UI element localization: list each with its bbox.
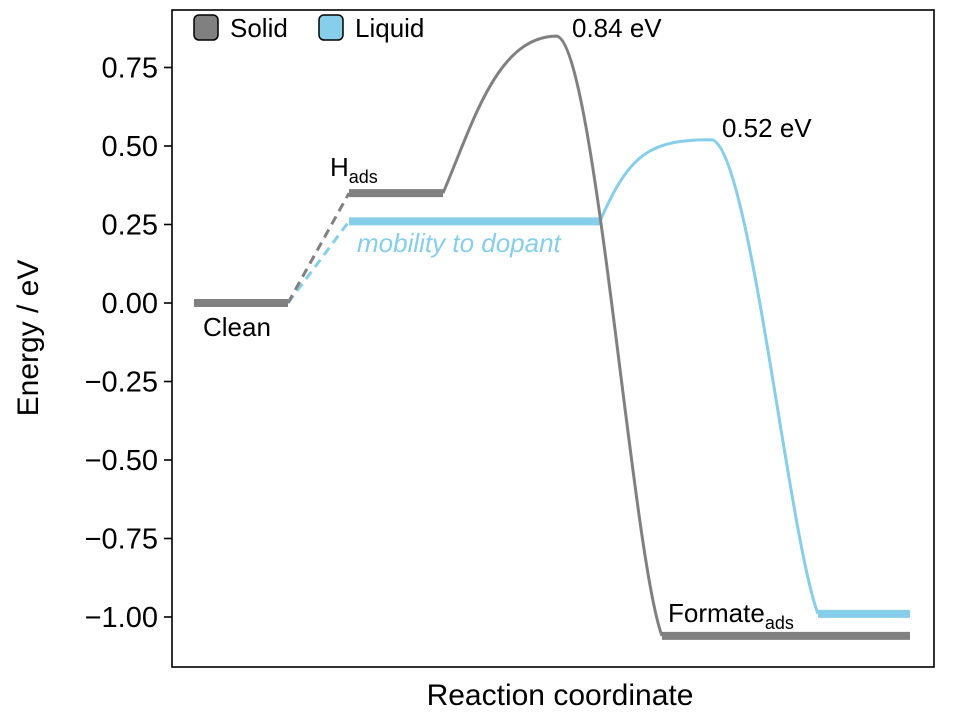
label-formate-main: Formate (668, 598, 765, 628)
y-tick-label: −0.75 (85, 524, 158, 556)
legend-swatch-solid (193, 14, 219, 41)
y-axis-title: Energy / eV (12, 260, 45, 417)
y-tick-label: −0.25 (85, 367, 158, 399)
series-layer (194, 34, 910, 640)
label-solid-barrier: 0.84 eV (572, 13, 662, 43)
y-tick-label: 0.50 (102, 131, 158, 163)
label-formate: Formateads (668, 598, 794, 633)
liquid-transition-dashed (286, 220, 351, 304)
label-hads-sub: ads (349, 167, 378, 187)
y-tick-label: −0.50 (85, 445, 158, 477)
y-tick-label: −1.00 (85, 602, 158, 634)
legend: Solid Liquid (193, 13, 424, 43)
plot-frame (171, 9, 935, 668)
legend-swatch-liquid (318, 14, 344, 41)
label-clean: Clean (203, 312, 271, 342)
label-hads: Hads (330, 152, 378, 187)
solid-transition-dashed (286, 192, 351, 304)
x-axis-title: Reaction coordinate (427, 679, 694, 712)
label-liquid-barrier: 0.52 eV (722, 113, 812, 143)
label-hads-main: H (330, 152, 349, 182)
legend-label-liquid: Liquid (355, 13, 424, 43)
y-tick-label: 0.75 (102, 53, 158, 85)
label-liquid-note: mobility to dopant (357, 228, 563, 258)
solid-barrier-curve (441, 34, 664, 637)
y-tick-label: 0.25 (102, 210, 158, 242)
y-tick-label: 0.00 (102, 288, 158, 320)
y-axis-ticks: 0.75 0.50 0.25 0.00 −0.25 −0.50 −0.75 −1.00 (85, 53, 172, 634)
liquid-barrier-curve (598, 138, 820, 615)
legend-label-solid: Solid (230, 13, 288, 43)
label-formate-sub: ads (765, 613, 794, 633)
